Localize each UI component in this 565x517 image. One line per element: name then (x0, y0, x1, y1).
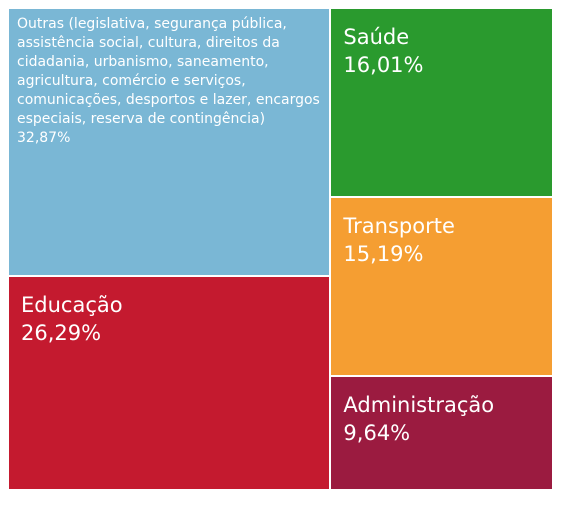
treemap-cell: Saúde 16,01% (330, 8, 553, 197)
cell-label: Outras (legislativa, segurança pública, … (17, 16, 320, 127)
cell-label: Administração (343, 393, 495, 418)
cell-label: Educação (21, 292, 123, 317)
treemap-cell: Administração 9,64% (330, 376, 553, 490)
cell-value: 15,19% (343, 241, 424, 266)
treemap-cell: Transporte 15,19% (330, 196, 553, 377)
cell-label: Saúde (343, 25, 410, 49)
cell-label: Transporte (343, 213, 455, 238)
treemap-cell: Outras (legislativa, segurança pública, … (8, 8, 331, 276)
treemap-cell: Educação 26,29% (8, 275, 331, 490)
cell-value: 9,64% (343, 421, 411, 446)
cell-value: 16,01% (343, 53, 424, 77)
cell-value: 32,87% (17, 130, 71, 146)
cell-value: 26,29% (21, 320, 102, 345)
